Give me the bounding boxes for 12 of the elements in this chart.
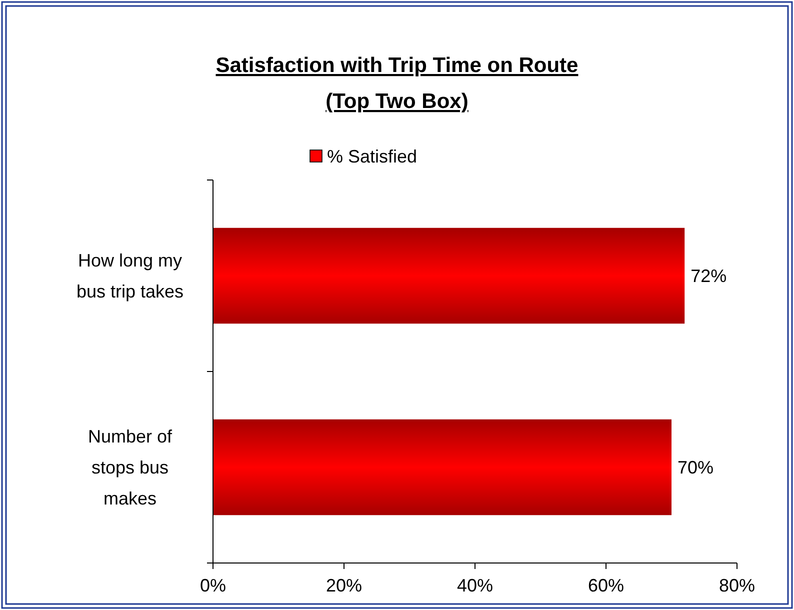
data-label: 72% — [690, 266, 727, 286]
x-tick-label: 80% — [718, 575, 756, 596]
chart-subtitle: (Top Two Box) — [326, 90, 468, 113]
chart-title: Satisfaction with Trip Time on Route — [216, 54, 578, 77]
x-tick-label: 20% — [326, 575, 362, 596]
y-tick-label: How long my bus trip takes — [76, 250, 184, 302]
x-tick-label: 0% — [200, 575, 226, 596]
y-tick-label: Number of stops bus makes — [88, 426, 174, 509]
legend-label: % Satisfied — [327, 146, 418, 166]
x-tick-label: 60% — [588, 575, 624, 596]
data-label: 70% — [678, 458, 714, 478]
x-tick-label: 40% — [456, 575, 494, 596]
